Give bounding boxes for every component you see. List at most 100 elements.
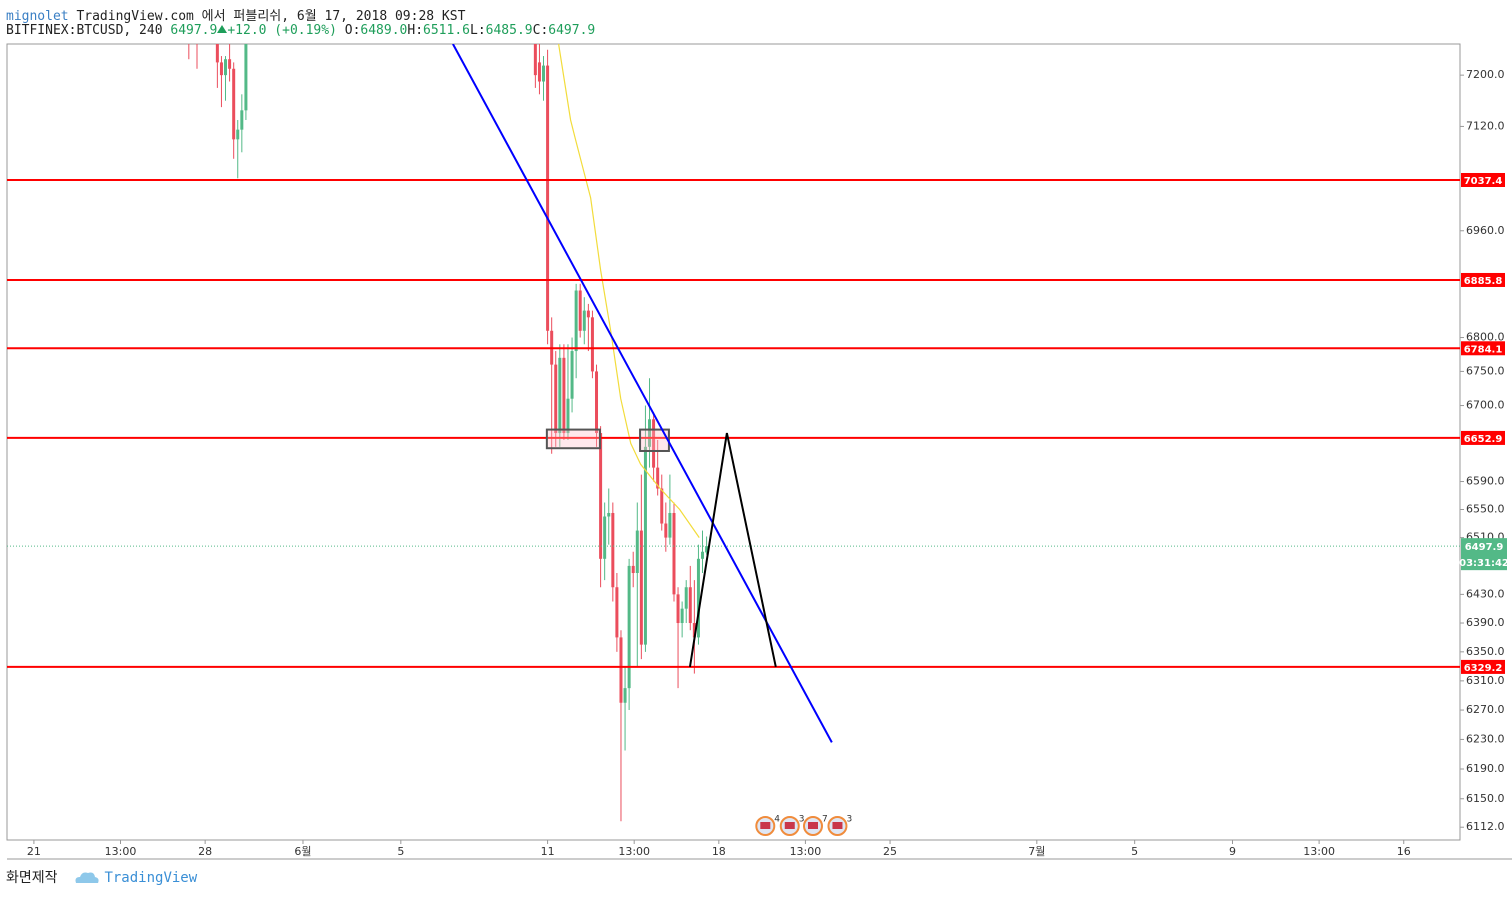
candle-body — [590, 317, 594, 372]
x-tick-label: 13:00 — [790, 845, 822, 858]
last-price-tag — [1461, 538, 1507, 571]
level-tag — [1461, 272, 1505, 287]
plot — [7, 44, 1460, 822]
last: 6497.9 — [170, 23, 218, 38]
candle-body — [215, 44, 219, 63]
ohlc-value: 6489.0 — [360, 23, 408, 38]
candle-body — [684, 587, 688, 609]
event-flag — [832, 822, 843, 829]
moving-average — [558, 44, 700, 538]
candle-body — [652, 419, 656, 468]
pattern-line — [688, 432, 777, 668]
candle-body — [611, 512, 615, 588]
candle-body — [244, 44, 248, 111]
x-tick-label: 5 — [1131, 845, 1138, 858]
candle-body — [224, 59, 228, 76]
y-tick-label: 6270.0 — [1466, 703, 1505, 716]
candle-body — [542, 65, 546, 82]
candle-body — [236, 129, 240, 140]
y-tick-label: 6230.0 — [1466, 732, 1505, 745]
made-with: 화면제작 — [6, 870, 58, 886]
event-count: 3 — [846, 815, 852, 825]
candle-body — [558, 357, 562, 434]
candle-body — [660, 488, 664, 524]
y-tick-label: 6190.0 — [1466, 762, 1505, 775]
event-count: 3 — [799, 815, 805, 825]
x-tick-label: 25 — [883, 845, 897, 858]
candle-body — [574, 290, 578, 352]
x-tick-label: 6월 — [294, 845, 311, 858]
event-count: 7 — [822, 815, 828, 825]
author: mignolet — [6, 9, 69, 24]
candle-body — [688, 587, 692, 624]
candle-body — [619, 637, 623, 703]
ohlc-value: 6511.6 — [423, 23, 470, 38]
x-tick-label: 16 — [1397, 845, 1411, 858]
candle-body — [680, 608, 684, 624]
candle-body — [546, 65, 550, 331]
axes: 7200.0 7120.0 6960.0 6800.0 6750.0 6700.0 6590… — [27, 68, 1509, 858]
ohlc-label: O: — [344, 23, 361, 38]
candle-body — [232, 68, 236, 140]
level-label: 6784.1 — [1464, 344, 1503, 355]
level-tag — [1461, 430, 1505, 445]
plot-frame — [6, 43, 1461, 841]
x-tick-label: 13:00 — [105, 845, 137, 858]
ohlc-label: L: — [470, 23, 486, 38]
candle-body — [627, 565, 631, 689]
level-label: 7037.4 — [1464, 176, 1503, 187]
candle-body — [668, 512, 672, 538]
candle-body — [599, 433, 603, 559]
candle-body — [656, 467, 660, 489]
candle-body — [705, 546, 709, 553]
candle-body — [562, 357, 566, 434]
countdown: 03:31:42 — [1459, 558, 1509, 569]
ohlc: O:6489.0H:6511.6L:6485.9C:6497.9 — [345, 23, 596, 38]
box — [545, 428, 601, 450]
x-tick-label: 18 — [712, 845, 726, 858]
level-label: 6329.2 — [1464, 663, 1503, 674]
symbol: BITFINEX:BTCUSD, 240 — [6, 23, 163, 38]
candle-body — [664, 523, 668, 538]
candle-body — [582, 310, 586, 331]
y-tick-label: 6150.0 — [1466, 792, 1505, 805]
level-label: 6885.8 — [1464, 276, 1503, 287]
event-count: 4 — [774, 815, 780, 825]
candle-body — [623, 688, 627, 703]
candle-body — [615, 587, 619, 638]
x-tick-label: 5 — [397, 845, 404, 858]
candle-body — [566, 398, 570, 434]
candle-body — [701, 551, 705, 559]
y-tick-label: 6350.0 — [1466, 645, 1505, 658]
event-flag — [807, 822, 818, 829]
event-flag — [760, 822, 771, 829]
last-price-label: 6497.9 — [1465, 542, 1504, 553]
x-tick-label: 11 — [541, 845, 555, 858]
up-arrow — [217, 25, 228, 33]
x-tick-label: 28 — [198, 845, 212, 858]
brand-logo — [75, 872, 99, 883]
candle-body — [603, 516, 607, 559]
candle-body — [676, 594, 680, 624]
candle-body — [648, 419, 652, 447]
y-tick-label: 6800.0 — [1466, 331, 1505, 344]
y-tick-label: 6700.0 — [1466, 399, 1505, 412]
published: TradingView.com 에서 퍼블리쉬, 6월 17, 2018 09:… — [76, 9, 466, 24]
y-tick-label: 6960.0 — [1466, 224, 1505, 237]
candle-body — [692, 623, 696, 638]
x-tick-label: 13:00 — [618, 845, 650, 858]
ohlc-label: C: — [532, 23, 549, 38]
y-tick-label: 6590.0 — [1466, 475, 1505, 488]
candle-body — [533, 44, 537, 76]
brand: TradingView — [104, 870, 198, 886]
y-tick-label: 6750.0 — [1466, 364, 1505, 377]
candle-body — [672, 512, 676, 595]
candle-body — [228, 59, 232, 69]
candle-body — [240, 110, 244, 130]
candle-body — [595, 371, 599, 434]
candle-body — [635, 530, 639, 574]
candle-body — [639, 530, 643, 645]
x-tick-label: 9 — [1229, 845, 1236, 858]
